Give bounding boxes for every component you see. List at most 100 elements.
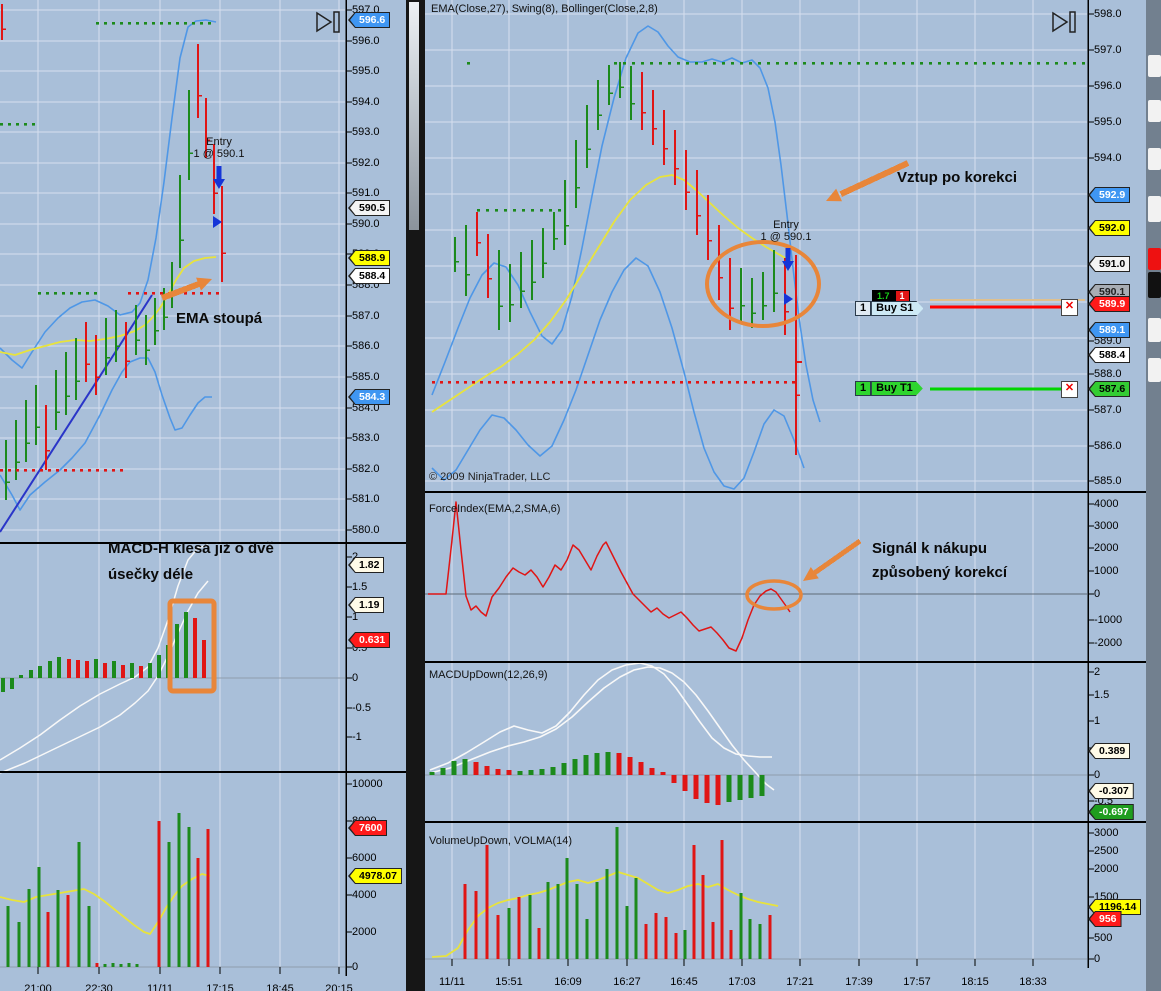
swing-dot xyxy=(803,62,806,65)
stop-order-label[interactable]: Buy S1 xyxy=(871,301,923,316)
trendline-left xyxy=(0,294,153,533)
entry-label-right-line1: Entry xyxy=(773,219,799,231)
swing-dot xyxy=(472,381,475,384)
target-order-row[interactable]: 1 Buy T1 xyxy=(855,381,923,396)
swing-dot xyxy=(704,381,707,384)
swing-dot xyxy=(184,22,187,25)
swing-dot xyxy=(16,469,19,472)
swing-dot xyxy=(695,62,698,65)
swing-dot xyxy=(893,62,896,65)
swing-dot xyxy=(128,22,131,25)
swing-dot xyxy=(1082,62,1085,65)
swing-dot xyxy=(104,469,107,472)
swing-dot xyxy=(528,381,531,384)
annotation-buy-signal-line2: způsobený korekcí xyxy=(872,564,1008,581)
swing-dot xyxy=(776,381,779,384)
swing-dot xyxy=(713,62,716,65)
force-index-highlight-ellipse xyxy=(745,579,803,611)
swing-dot xyxy=(46,292,49,295)
step-forward-icon[interactable] xyxy=(314,10,344,34)
swing-dot xyxy=(744,381,747,384)
bollinger-upper-right xyxy=(431,25,821,423)
stop-order-qty[interactable]: 1 xyxy=(855,301,872,316)
swing-dot xyxy=(440,381,443,384)
swing-dot xyxy=(40,469,43,472)
swing-dot xyxy=(1055,62,1058,65)
macd-signal-right xyxy=(429,666,775,791)
cancel-stop-order-button[interactable]: ✕ xyxy=(1061,299,1078,316)
swing-dot xyxy=(96,22,99,25)
swing-dot xyxy=(740,62,743,65)
swing-dot xyxy=(216,292,219,295)
swing-dot xyxy=(794,62,797,65)
swing-dot xyxy=(902,62,905,65)
target-order-qty[interactable]: 1 xyxy=(855,381,872,396)
swing-dot xyxy=(531,209,534,212)
swing-dot xyxy=(608,381,611,384)
swing-dot xyxy=(736,381,739,384)
macd-line-right xyxy=(429,662,772,771)
force-index-line xyxy=(428,501,791,652)
swing-dot xyxy=(160,22,163,25)
swing-dot xyxy=(632,62,635,65)
swing-dot xyxy=(94,292,97,295)
swing-dot xyxy=(56,469,59,472)
rise-annotation-arrow xyxy=(839,160,910,197)
swing-dot xyxy=(668,62,671,65)
annotation-rise-after-correction: Vztup po korekci xyxy=(897,169,1018,186)
swing-dot xyxy=(448,381,451,384)
stop-order-row[interactable]: 1 Buy S1 xyxy=(855,301,923,316)
adjacent-window-badge-fragment xyxy=(1148,148,1161,170)
swing-dot xyxy=(86,292,89,295)
swing-dot xyxy=(504,209,507,212)
swing-dot xyxy=(432,381,435,384)
swing-dot xyxy=(464,381,467,384)
entry-arrow-left xyxy=(213,179,225,189)
swing-dot xyxy=(956,62,959,65)
entry-arrow-right xyxy=(782,261,794,271)
swing-dot xyxy=(200,292,203,295)
swing-dot xyxy=(552,381,555,384)
cancel-target-order-button[interactable]: ✕ xyxy=(1061,381,1078,398)
swing-dot xyxy=(24,123,27,126)
swing-dot xyxy=(62,292,65,295)
swing-dot xyxy=(857,62,860,65)
swing-dot xyxy=(96,469,99,472)
swing-dot xyxy=(680,381,683,384)
swing-dot xyxy=(486,209,489,212)
swing-dot xyxy=(136,292,139,295)
swing-dot xyxy=(0,469,3,472)
swing-dot xyxy=(592,381,595,384)
swing-dot xyxy=(558,209,561,212)
macd-highlight-box xyxy=(167,598,217,694)
swing-dot xyxy=(152,22,155,25)
swing-dot xyxy=(480,381,483,384)
bollinger-lower-left xyxy=(0,357,212,511)
swing-dot xyxy=(72,469,75,472)
swing-dot xyxy=(947,62,950,65)
swing-dot xyxy=(120,469,123,472)
swing-dot xyxy=(767,62,770,65)
signal-annotation-arrow xyxy=(803,567,819,581)
swing-dot xyxy=(549,209,552,212)
swing-dot xyxy=(576,381,579,384)
bollinger-lower-right xyxy=(431,257,805,490)
swing-dot xyxy=(731,62,734,65)
swing-dot xyxy=(495,209,498,212)
position-pnl-box: 1.7 1 xyxy=(872,290,910,302)
volma-right xyxy=(431,871,779,958)
swing-dot xyxy=(1028,62,1031,65)
swing-dot xyxy=(839,62,842,65)
adjacent-window-badge-fragment xyxy=(1148,272,1161,298)
swing-dot xyxy=(544,381,547,384)
ema-right xyxy=(431,174,793,413)
target-order-label[interactable]: Buy T1 xyxy=(871,381,923,396)
scrollbar-thumb[interactable] xyxy=(409,2,419,230)
swing-dot xyxy=(120,22,123,25)
window-divider[interactable] xyxy=(406,0,425,991)
adjacent-window-edge xyxy=(1146,0,1161,991)
step-forward-icon[interactable] xyxy=(1050,10,1080,34)
swing-dot xyxy=(722,62,725,65)
